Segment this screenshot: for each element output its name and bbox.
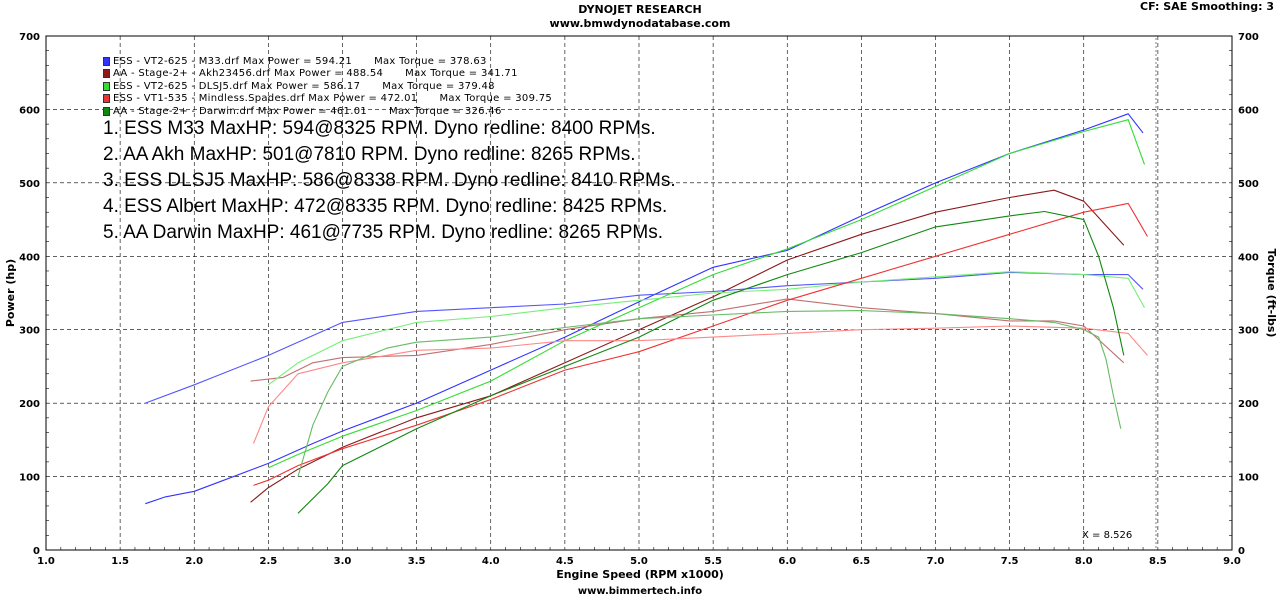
legend-item: AA - Stage-2+ - Akh23456.drf Max Power =… bbox=[103, 68, 518, 80]
legend-swatch bbox=[103, 81, 110, 91]
series-line-5-torque bbox=[268, 271, 1145, 386]
chart-subtitle: www.bmwdynodatabase.com bbox=[549, 17, 731, 30]
x-tick-label: 6.0 bbox=[778, 556, 796, 567]
x-tick-label: 1.5 bbox=[111, 556, 129, 567]
legend-swatch bbox=[103, 94, 110, 103]
x-tick-label: 3.0 bbox=[334, 556, 352, 567]
x-tick-label: 7.5 bbox=[1001, 556, 1019, 567]
x-tick-label: 5.0 bbox=[630, 556, 648, 567]
legend-swatch bbox=[103, 69, 110, 78]
legend-item: ESS - VT2-625 - DLSJ5.drf Max Power = 58… bbox=[103, 80, 495, 92]
legend-item: AA - Stage-2+ - Darwin.drf Max Power = 4… bbox=[103, 105, 502, 117]
y-axis-label-left: Power (hp) bbox=[4, 259, 17, 327]
y-axis-label-right: Torque (ft-lbs) bbox=[1265, 249, 1278, 338]
legend-swatch bbox=[103, 56, 110, 66]
y-tick-label-left: 700 bbox=[19, 32, 40, 43]
y-tick-label-right: 300 bbox=[1238, 326, 1259, 337]
legend-label: AA - Stage-2+ - Darwin.drf Max Power = 4… bbox=[113, 105, 368, 117]
grid bbox=[45, 35, 1233, 551]
footer-url: www.bimmertech.info bbox=[577, 586, 703, 597]
legend-torque: Max Torque = 309.75 bbox=[439, 93, 553, 104]
y-tick-label-left: 200 bbox=[19, 399, 40, 410]
annotation-line: 4. ESS Albert MaxHP: 472@8335 RPM. Dyno … bbox=[103, 196, 668, 217]
legend-torque: Max Torque = 326.46 bbox=[389, 105, 502, 117]
annotation-line: 5. AA Darwin MaxHP: 461@7735 RPM. Dyno r… bbox=[103, 222, 663, 243]
x-tick-label: 5.5 bbox=[704, 556, 722, 567]
series-line-8-power bbox=[297, 210, 1125, 514]
legend-item: ESS - VT1-535 - Mindless.Spades.drf Max … bbox=[103, 93, 552, 105]
series-line-7-torque bbox=[252, 325, 1148, 444]
legend-torque: Max Torque = 379.48 bbox=[382, 80, 495, 92]
annotation-line: 3. ESS DLSJ5 MaxHP: 586@8338 RPM. Dyno r… bbox=[103, 170, 676, 191]
x-axis-label: Engine Speed (RPM x1000) bbox=[556, 568, 724, 581]
y-tick-label-left: 300 bbox=[19, 326, 40, 337]
y-tick-label-left: 500 bbox=[19, 179, 40, 190]
y-tick-label-right: 0 bbox=[1238, 546, 1245, 557]
y-tick-label-left: 600 bbox=[19, 105, 40, 116]
x-tick-label: 7.0 bbox=[927, 556, 945, 567]
y-tick-label-right: 500 bbox=[1238, 179, 1259, 190]
x-tick-label: 2.0 bbox=[185, 556, 203, 567]
annotation-line: 2. AA Akh MaxHP: 501@7810 RPM. Dyno redl… bbox=[103, 144, 636, 165]
series-line-4-power bbox=[268, 119, 1146, 469]
legend-torque: Max Torque = 341.71 bbox=[405, 68, 518, 79]
legend-swatch bbox=[103, 106, 110, 116]
legend-torque: Max Torque = 378.63 bbox=[374, 55, 487, 67]
y-tick-label-right: 200 bbox=[1238, 399, 1259, 410]
y-tick-label-left: 0 bbox=[33, 546, 40, 557]
y-tick-label-left: 100 bbox=[19, 473, 40, 484]
chart-title: DYNOJET RESEARCH bbox=[578, 3, 702, 16]
y-tick-label-right: 100 bbox=[1238, 473, 1259, 484]
legend-label: AA - Stage-2+ - Akh23456.drf Max Power =… bbox=[113, 68, 384, 79]
x-tick-label: 6.5 bbox=[853, 556, 871, 567]
series-line-9-torque bbox=[297, 310, 1122, 477]
y-tick-label-right: 700 bbox=[1238, 32, 1259, 43]
annotation-line: 1. ESS M33 MaxHP: 594@8325 RPM. Dyno red… bbox=[103, 118, 656, 139]
x-tick-label: 8.0 bbox=[1075, 556, 1093, 567]
legend-label: ESS - VT2-625 - M33.drf Max Power = 594.… bbox=[113, 55, 353, 67]
legend-item: ESS - VT2-625 - M33.drf Max Power = 594.… bbox=[103, 55, 487, 67]
x-tick-label: 4.0 bbox=[482, 556, 500, 567]
axes: 1.0 1.5 2.0 2.5 3.0 3.5 4.0 4.5 5.0 5.5 6.0 6.5 7.0 7… bbox=[19, 32, 1259, 567]
settings-label: CF: SAE Smoothing: 3 bbox=[1140, 0, 1274, 13]
x-tick-label: 4.5 bbox=[556, 556, 574, 567]
x-tick-label: 8.5 bbox=[1149, 556, 1167, 567]
legend-label: ESS - VT2-625 - DLSJ5.drf Max Power = 58… bbox=[113, 80, 361, 92]
y-tick-label-left: 400 bbox=[19, 252, 40, 263]
legend-label: ESS - VT1-535 - Mindless.Spades.drf Max … bbox=[113, 93, 418, 104]
series bbox=[145, 113, 1148, 514]
x-tick-label: 2.5 bbox=[260, 556, 278, 567]
y-tick-label-right: 600 bbox=[1238, 105, 1259, 116]
cursor-readout: X = 8.526 bbox=[1082, 530, 1133, 541]
x-tick-label: 1.0 bbox=[37, 556, 55, 567]
x-tick-label: 9.0 bbox=[1223, 556, 1241, 567]
series-line-2-power bbox=[250, 189, 1125, 503]
y-tick-label-right: 400 bbox=[1238, 252, 1259, 263]
x-tick-label: 3.5 bbox=[408, 556, 426, 567]
